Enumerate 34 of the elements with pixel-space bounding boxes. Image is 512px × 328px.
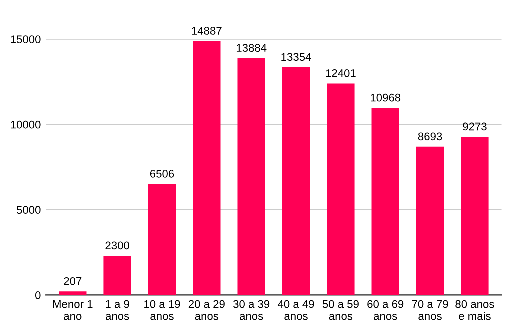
data-label: 13884 bbox=[236, 44, 267, 52]
bar bbox=[148, 184, 176, 296]
bar bbox=[461, 137, 489, 296]
data-label: 12401 bbox=[326, 69, 356, 78]
y-tick-label: 0 bbox=[35, 291, 41, 300]
data-label: 9273 bbox=[463, 122, 487, 131]
x-tick-label: 50 a 59 anos bbox=[322, 300, 359, 320]
bar bbox=[104, 256, 132, 296]
data-label: 14887 bbox=[192, 27, 222, 35]
x-tick-label: 30 a 39 anos bbox=[233, 300, 270, 320]
data-label: 10968 bbox=[371, 94, 401, 102]
data-label: 207 bbox=[64, 277, 82, 286]
x-tick-label: 40 a 49 anos bbox=[278, 300, 314, 320]
bar bbox=[327, 84, 355, 296]
x-tick-label: Menor 1 ano bbox=[53, 300, 93, 320]
data-label: 2300 bbox=[106, 242, 130, 250]
x-tick-label: 70 a 79 anos bbox=[412, 300, 448, 320]
x-tick-label: 1 a 9 anos bbox=[106, 300, 130, 320]
data-label: 8693 bbox=[418, 132, 442, 141]
y-tick-label: 5000 bbox=[16, 206, 41, 214]
bar bbox=[372, 108, 400, 296]
bar bbox=[59, 292, 87, 296]
x-tick-label: 60 a 69 anos bbox=[368, 300, 404, 320]
x-tick-label: 10 a 19 anos bbox=[144, 300, 180, 320]
bar bbox=[282, 67, 310, 296]
y-tick-label: 15000 bbox=[11, 36, 41, 44]
x-tick-label: 80 anos e mais bbox=[456, 300, 494, 320]
data-label: 13354 bbox=[282, 53, 312, 62]
y-tick-label: 10000 bbox=[11, 120, 41, 129]
bar bbox=[416, 146, 444, 296]
bar bbox=[193, 41, 221, 296]
bar bbox=[238, 58, 266, 296]
data-label: 6506 bbox=[150, 170, 174, 178]
x-tick-label: 20 a 29 anos bbox=[188, 300, 225, 320]
